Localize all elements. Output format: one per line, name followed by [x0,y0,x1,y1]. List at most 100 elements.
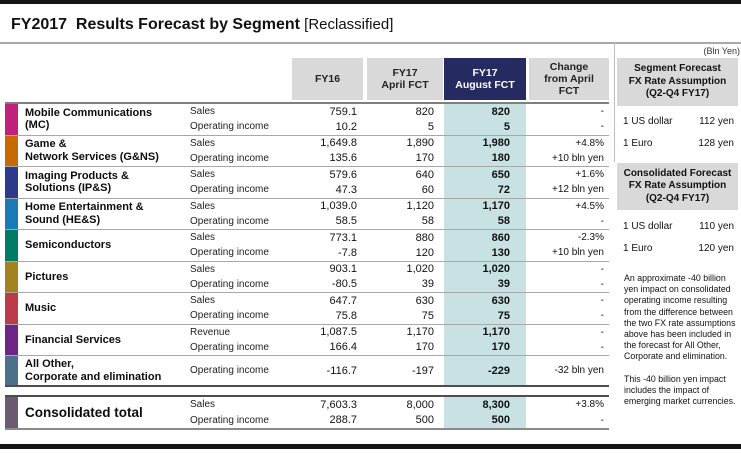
value-april-fct: 75 [421,309,434,322]
metric-label: Sales [190,399,216,411]
consolidated-total-row: Consolidated total Sales Operating income 7… [5,395,609,430]
value-august-fct: 860 [491,231,510,244]
column-header-fy16: FY16 [292,58,363,100]
segment-color-bar [5,104,18,135]
segment-fx-box-title: Segment Forecast FX Rate Assumption (Q2-… [617,58,738,106]
title-divider [0,42,741,44]
value-august-fct-column: 1,170 58 [442,199,526,230]
segment-name: Pictures [25,270,69,283]
metric-label: Operating income [190,152,269,164]
value-change: - [600,278,604,290]
value-change: +4.8% [575,137,604,149]
value-change: - [600,106,604,118]
segments-body: Mobile Communications (MC) Sales Operating… [5,104,609,387]
value-fy16: -116.7 [326,364,357,377]
consolidated-total-name: Consolidated total [25,404,143,420]
metric-label-column: Sales Operating income [190,199,290,230]
metric-label: Sales [190,232,216,244]
fx-rate-label: 1 Euro [623,242,653,254]
metric-label-column: Sales Operating income [190,230,290,261]
bottom-border-bar [0,444,741,449]
value-april-fct: 880 [415,231,434,244]
value-fy16: 1,649.8 [320,137,357,150]
fx-rate-row: 1 Euro 120 yen [623,237,734,259]
value-august-fct: 8,300 [482,398,510,411]
fx-rate-value: 120 yen [698,242,734,254]
value-fy16: 58.5 [335,215,357,228]
metric-label: Operating income [190,215,269,227]
fx-impact-notes: An approximate -40 billion yen impact on… [617,273,736,407]
metric-label: Operating income [190,278,269,290]
value-change-column: +3.8% - [526,397,609,428]
value-april-fct-column: 630 75 [360,293,442,324]
metric-label: Operating income [190,310,269,322]
value-august-fct-column: 650 72 [442,167,526,198]
metric-label: Sales [190,295,216,307]
value-change-column: +4.8% +10 bln yen [526,136,609,167]
value-fy16: -80.5 [331,278,357,291]
sidebar-divider-line [614,42,615,162]
value-fy16: 166.4 [329,341,357,354]
value-fy16: 7,603.3 [320,398,357,411]
segment-row: Home Entertainment & Sound (HE&S) Sales Op… [5,198,609,230]
metric-label-column: Sales Operating income [190,136,290,167]
value-august-fct: 5 [503,120,510,133]
value-april-fct-column: 8,000 500 [360,397,442,428]
fx-rate-value: 112 yen [699,116,734,127]
metric-label-column: Sales Operating income [190,104,290,135]
value-august-fct: 820 [491,105,510,118]
value-fy16: 903.1 [329,263,357,276]
value-fy16: -7.8 [338,246,357,259]
value-change: - [600,414,604,426]
value-april-fct-column: 880 120 [360,230,442,261]
value-change-column: +1.6% +12 bln yen [526,167,609,198]
august-fct-total-highlight [444,395,526,430]
value-fy16-column: 647.7 75.8 [290,293,360,324]
value-august-fct: 180 [491,152,510,165]
metric-label-column: Sales Operating income [190,397,290,428]
header-underline [5,102,609,104]
metric-label: Operating income [190,184,269,196]
value-april-fct: 170 [415,341,434,354]
value-april-fct: 500 [415,414,434,427]
august-fct-column-highlight [444,104,526,386]
metric-label: Operating income [190,414,269,426]
value-change-column: -- [526,293,609,324]
value-fy16-column: -116.7 [290,356,360,385]
fx-rate-value: 110 yen [699,220,734,232]
segment-row: Semiconductors Sales Operating income 773.1… [5,230,609,262]
segment-row: Music Sales Operating income 647.7 75.8 630 75… [5,293,609,325]
segment-name: Semiconductors [25,239,112,251]
value-august-fct-column: 820 5 [442,104,526,135]
segment-row: Financial Services Revenue Operating incom… [5,324,609,356]
value-august-fct-column: -229 [442,356,526,385]
value-april-fct-column: 820 5 [360,104,442,135]
value-change: - [600,263,604,275]
value-fy16-column: 773.1 -7.8 [290,230,360,261]
value-change: +12 bln yen [552,184,604,196]
value-fy16: 759.1 [329,105,357,118]
value-april-fct: -197 [411,364,434,377]
metric-label: Sales [190,106,216,118]
segment-name: Music [25,302,57,314]
metric-label-column: Sales Operating income [190,262,290,293]
segment-color-bar [5,230,18,261]
value-fy16-column: 1,039.0 58.5 [290,199,360,230]
value-august-fct: 72 [497,183,510,196]
value-change: - [600,310,604,322]
unit-note: (Bln Yen) [703,46,740,56]
value-april-fct-column: 1,020 39 [360,262,442,293]
value-august-fct-column: 630 75 [442,293,526,324]
value-fy16: 1,087.5 [320,326,357,339]
value-change: +10 bln yen [552,152,604,164]
value-fy16: 579.6 [329,168,357,181]
value-august-fct: 130 [491,246,510,259]
value-april-fct: 60 [421,183,434,196]
fx-rate-row: 1 US dollar 110 yen [623,215,734,237]
value-april-fct: 1,890 [406,137,434,150]
fx-rate-label: 1 US dollar [623,116,673,127]
segment-name: Home Entertainment & Sound (HE&S) [25,201,144,226]
segment-name: All Other, Corporate and elimination [25,358,162,383]
value-august-fct-column: 860 130 [442,230,526,261]
value-august-fct-column: 1,980 180 [442,136,526,167]
